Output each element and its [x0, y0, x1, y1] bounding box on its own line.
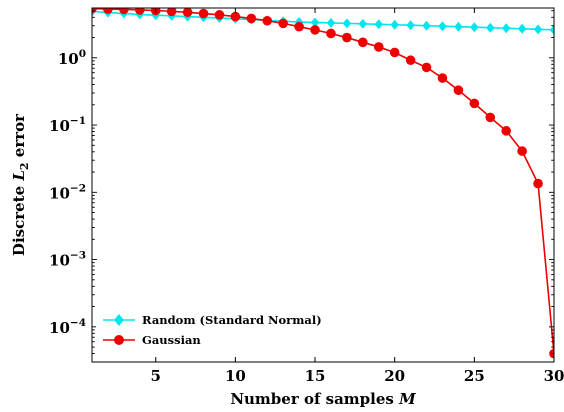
- x-tick-label: 30: [544, 367, 564, 385]
- data-point-gaussian: [342, 32, 352, 43]
- data-point-gaussian: [214, 10, 225, 20]
- data-point-gaussian: [533, 178, 543, 189]
- data-point-gaussian: [517, 146, 527, 156]
- legend: Random (Standard Normal) Gaussian: [96, 308, 334, 354]
- y-tick-label: 100: [58, 48, 86, 68]
- data-point-random-standard-normal: [533, 24, 543, 35]
- data-point-gaussian: [453, 85, 464, 95]
- x-tick-label: 10: [225, 367, 246, 385]
- data-point-gaussian: [501, 126, 512, 136]
- series-layer: [92, 8, 554, 359]
- series-line-random-standard-normal: [92, 10, 554, 31]
- data-point-random-standard-normal: [310, 17, 320, 28]
- data-point-gaussian: [389, 47, 400, 58]
- ticks-layer: [92, 8, 555, 363]
- y-tick-label: 10−2: [49, 182, 86, 202]
- data-point-gaussian: [326, 28, 336, 39]
- data-point-gaussian: [421, 62, 432, 73]
- data-point-random-standard-normal: [374, 19, 383, 30]
- data-point-random-standard-normal: [326, 17, 336, 28]
- data-point-random-standard-normal: [390, 19, 399, 30]
- data-point-gaussian: [262, 15, 273, 26]
- x-tick-label: 15: [305, 367, 326, 385]
- data-point-random-standard-normal: [438, 21, 447, 32]
- data-point-gaussian: [437, 73, 448, 83]
- data-point-gaussian: [230, 11, 241, 22]
- data-point-gaussian: [246, 13, 257, 24]
- y-tick-label: 10−3: [49, 250, 86, 270]
- data-point-gaussian: [198, 8, 209, 19]
- data-point-random-standard-normal: [406, 20, 415, 31]
- y-tick-label: 10−4: [49, 317, 86, 337]
- data-point-random-standard-normal: [549, 24, 554, 35]
- data-point-gaussian: [134, 8, 145, 15]
- data-point-random-standard-normal: [517, 23, 527, 34]
- data-point-random-standard-normal: [358, 18, 368, 29]
- x-tick-label: 5: [151, 367, 161, 385]
- data-point-random-standard-normal: [342, 18, 352, 29]
- legend-marker-random: [114, 314, 124, 326]
- x-tick-label: 25: [464, 367, 485, 385]
- data-point-gaussian: [103, 8, 113, 14]
- data-point-gaussian: [485, 112, 496, 123]
- data-point-gaussian: [166, 8, 177, 17]
- data-point-random-standard-normal: [486, 22, 495, 33]
- data-point-gaussian: [294, 21, 304, 32]
- data-point-gaussian: [119, 8, 129, 15]
- x-axis-label: Number of samples M: [230, 390, 416, 408]
- legend-marker-gaussian: [114, 335, 124, 345]
- data-point-gaussian: [469, 98, 480, 109]
- data-point-gaussian: [358, 37, 368, 48]
- series-line-gaussian: [92, 8, 554, 354]
- data-point-random-standard-normal: [454, 21, 463, 32]
- data-point-gaussian: [373, 42, 384, 52]
- plot-frame: [91, 7, 555, 363]
- y-tick-label: 10−1: [49, 115, 86, 135]
- x-tick-label: 20: [384, 367, 405, 385]
- data-point-gaussian: [310, 25, 320, 35]
- data-point-gaussian: [278, 18, 288, 29]
- data-point-gaussian: [405, 55, 416, 66]
- legend-label-gaussian: Gaussian: [142, 333, 201, 347]
- data-point-random-standard-normal: [470, 22, 479, 33]
- data-point-random-standard-normal: [502, 23, 511, 34]
- data-point-random-standard-normal: [422, 20, 431, 31]
- data-point-gaussian: [182, 8, 193, 18]
- y-axis-label: Discrete L2 error: [10, 113, 31, 256]
- tick-labels-layer: 5 10 15 20 25 30 100 10−1 10−2 10−3 10−4: [49, 48, 564, 385]
- legend-box: [96, 308, 334, 354]
- legend-label-random: Random (Standard Normal): [142, 313, 322, 327]
